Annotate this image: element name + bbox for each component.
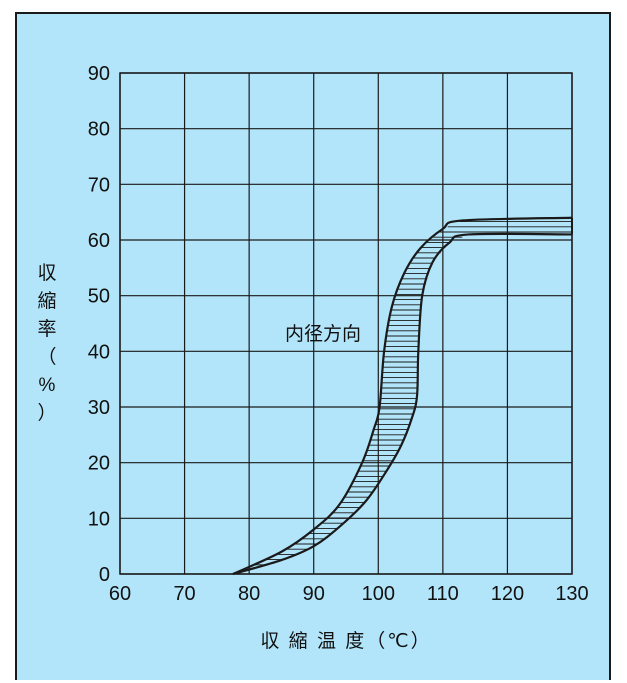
x-tick-label: 100: [362, 583, 395, 605]
plot-area: [119, 72, 573, 575]
y-tick-label: 0: [99, 564, 110, 586]
upper-curve: [232, 216, 573, 575]
y-tick-label: 30: [88, 397, 110, 419]
y-axis-label-char: 収: [37, 262, 56, 284]
y-tick-label: 90: [88, 63, 110, 85]
y-axis-label-char: %: [39, 375, 56, 396]
y-tick-label: 20: [88, 453, 110, 475]
y-axis-label-char: （: [37, 346, 56, 368]
x-tick-label: 130: [555, 583, 588, 605]
x-axis-label: 収 縮 温 度（℃）: [260, 630, 431, 652]
x-tick-labels: 60 70 80 90 100 110 120 130: [109, 583, 589, 605]
x-tick-label: 90: [303, 583, 325, 605]
y-axis-label-char: 縮: [37, 290, 56, 312]
y-tick-label: 10: [88, 508, 110, 530]
x-tick-label: 80: [238, 583, 260, 605]
y-tick-label: 80: [88, 119, 110, 141]
curves: [232, 216, 573, 576]
lower-curve: [232, 232, 573, 576]
band-annotation: 内径方向: [285, 323, 361, 345]
x-tick-label: 60: [109, 583, 131, 605]
y-tick-labels: 0 10 20 30 40 50 60 70 80 90: [88, 63, 110, 586]
x-tick-label: 120: [491, 583, 524, 605]
shrinkage-chart: 0 10 20 30 40 50 60 70 80 90 60 70 80 90 100 110 120 130…: [37, 63, 589, 652]
y-tick-label: 40: [88, 341, 110, 363]
y-axis-label-char: ）: [37, 402, 56, 424]
x-tick-label: 110: [427, 583, 459, 605]
y-axis-label: 収縮率 （% ）: [37, 262, 56, 424]
y-tick-label: 60: [88, 230, 110, 252]
x-tick-label: 70: [173, 583, 195, 605]
y-tick-label: 50: [88, 286, 110, 308]
chart-panel: 0 10 20 30 40 50 60 70 80 90 60 70 80 90 100 110 120 130…: [15, 12, 611, 680]
y-tick-label: 70: [88, 174, 110, 196]
y-axis-label-char: 率: [37, 318, 56, 340]
